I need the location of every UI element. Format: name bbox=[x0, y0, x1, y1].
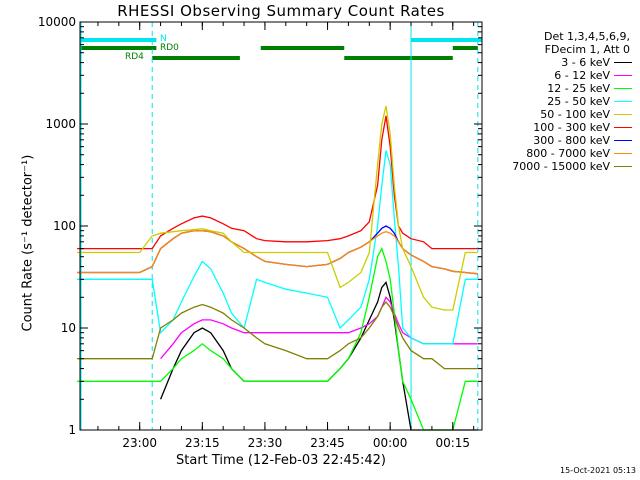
legend-item-label: 800 - 7000 keV bbox=[526, 147, 610, 160]
legend-item-label: 12 - 25 keV bbox=[547, 82, 610, 95]
legend-swatch bbox=[614, 88, 632, 89]
mode-change-lines bbox=[80, 22, 479, 430]
legend-swatch bbox=[614, 62, 632, 63]
legend-item-label: 6 - 12 keV bbox=[554, 69, 610, 82]
legend-swatch bbox=[614, 114, 632, 115]
legend-item: 50 - 100 keV bbox=[484, 108, 636, 121]
series-25to50keV-line bbox=[77, 150, 478, 345]
axes: 1 10 100 1000 10000 23:00 23:15 23:30 23:45 00:00… bbox=[38, 15, 483, 450]
legend-swatch bbox=[614, 153, 632, 154]
legend-swatch bbox=[614, 140, 632, 141]
legend-item-label: 50 - 100 keV bbox=[540, 108, 610, 121]
x-tick-label-4: 00:00 bbox=[373, 436, 408, 450]
status-label-rd4: RD4 bbox=[125, 52, 144, 62]
legend-swatch bbox=[614, 166, 632, 167]
x-tick-label-2: 23:30 bbox=[248, 436, 283, 450]
generation-date: 15-Oct-2021 05:13 bbox=[560, 466, 636, 475]
y-tick-label-0: 1 bbox=[68, 423, 76, 437]
y-tick-label-4: 10000 bbox=[38, 15, 76, 29]
status-label-rd0: RD0 bbox=[160, 43, 179, 53]
x-tick-label-3: 23:45 bbox=[310, 436, 345, 450]
plot-frame bbox=[79, 21, 483, 431]
legend-item: 7000 - 15000 keV bbox=[484, 160, 636, 173]
y-tick-label-2: 100 bbox=[53, 219, 76, 233]
x-axis-label: Start Time (12-Feb-03 22:45:42) bbox=[176, 453, 386, 468]
legend: Det 1,3,4,5,6,9, FDecim 1, Att 0 3 - 6 k… bbox=[484, 30, 636, 173]
legend-item: 100 - 300 keV bbox=[484, 121, 636, 134]
x-tick-label-5: 00:15 bbox=[435, 436, 470, 450]
legend-swatch bbox=[614, 127, 632, 128]
y-tick-label-3: 1000 bbox=[45, 117, 76, 131]
legend-header-1: Det 1,3,4,5,6,9, bbox=[543, 30, 630, 43]
series-300to800keV-line bbox=[77, 225, 478, 275]
series-lines bbox=[77, 105, 478, 431]
legend-item: 12 - 25 keV bbox=[484, 82, 636, 95]
x-tick-label-1: 23:15 bbox=[185, 436, 220, 450]
legend-item-label: 100 - 300 keV bbox=[533, 121, 610, 134]
chart-title: RHESSI Observing Summary Count Rates bbox=[117, 2, 445, 20]
series-800to7000keV-line bbox=[77, 230, 478, 275]
legend-item-label: 25 - 50 keV bbox=[547, 95, 610, 108]
legend-item-label: 7000 - 15000 keV bbox=[512, 160, 610, 173]
legend-item-label: 300 - 800 keV bbox=[533, 134, 610, 147]
series-12to25keV-line bbox=[77, 246, 478, 431]
legend-item-label: 3 - 6 keV bbox=[561, 56, 610, 69]
legend-item: 25 - 50 keV bbox=[484, 95, 636, 108]
legend-item: 300 - 800 keV bbox=[484, 134, 636, 147]
series-100to300keV-line bbox=[77, 115, 478, 250]
legend-item: 6 - 12 keV bbox=[484, 69, 636, 82]
series-50to100keV-line bbox=[77, 105, 478, 311]
legend-header-2: FDecim 1, Att 0 bbox=[544, 43, 630, 56]
legend-item: 800 - 7000 keV bbox=[484, 147, 636, 160]
y-tick-label-1: 10 bbox=[61, 321, 76, 335]
x-tick-label-0: 23:00 bbox=[122, 436, 157, 450]
legend-swatch bbox=[614, 101, 632, 102]
status-label-n: N bbox=[160, 34, 167, 44]
legend-item: 3 - 6 keV bbox=[484, 56, 636, 69]
legend-swatch bbox=[614, 75, 632, 76]
series-7000to15000keV-line bbox=[77, 300, 478, 370]
y-axis-label: Count Rate (s⁻¹ detector⁻¹) bbox=[20, 154, 36, 332]
